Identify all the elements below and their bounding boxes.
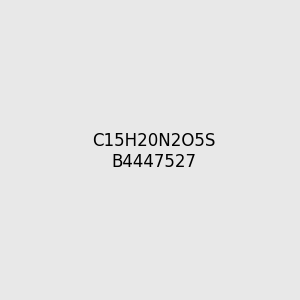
Text: C15H20N2O5S
B4447527: C15H20N2O5S B4447527: [92, 132, 215, 171]
